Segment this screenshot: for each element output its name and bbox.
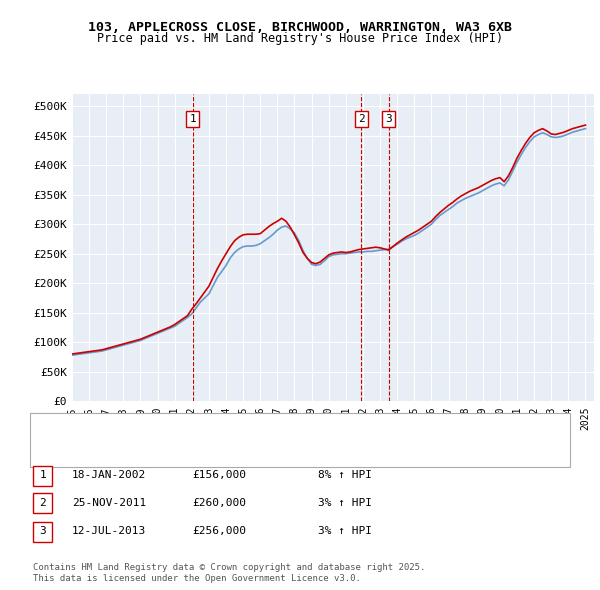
Text: 103, APPLECROSS CLOSE, BIRCHWOOD, WARRINGTON, WA3 6XB: 103, APPLECROSS CLOSE, BIRCHWOOD, WARRIN… (88, 21, 512, 34)
Text: 25-NOV-2011: 25-NOV-2011 (72, 498, 146, 507)
Text: 8% ↑ HPI: 8% ↑ HPI (318, 470, 372, 480)
Text: 3: 3 (385, 114, 392, 124)
Text: £260,000: £260,000 (192, 498, 246, 507)
Text: 1: 1 (39, 470, 46, 480)
Text: Contains HM Land Registry data © Crown copyright and database right 2025.
This d: Contains HM Land Registry data © Crown c… (33, 563, 425, 583)
Text: 3% ↑ HPI: 3% ↑ HPI (318, 498, 372, 507)
Text: 3% ↑ HPI: 3% ↑ HPI (318, 526, 372, 536)
Text: 12-JUL-2013: 12-JUL-2013 (72, 526, 146, 536)
Text: 3: 3 (39, 526, 46, 536)
Text: £156,000: £156,000 (192, 470, 246, 480)
Text: 1: 1 (189, 114, 196, 124)
Text: 18-JAN-2002: 18-JAN-2002 (72, 470, 146, 480)
Text: 103, APPLECROSS CLOSE, BIRCHWOOD, WARRINGTON, WA3 6XB (detached house): 103, APPLECROSS CLOSE, BIRCHWOOD, WARRIN… (78, 415, 515, 425)
Text: HPI: Average price, detached house, Warrington: HPI: Average price, detached house, Warr… (78, 437, 365, 446)
Text: Price paid vs. HM Land Registry's House Price Index (HPI): Price paid vs. HM Land Registry's House … (97, 32, 503, 45)
Text: ———: ——— (45, 414, 67, 427)
Text: ———: ——— (45, 435, 67, 448)
Text: £256,000: £256,000 (192, 526, 246, 536)
Text: 2: 2 (39, 498, 46, 507)
Text: 2: 2 (358, 114, 365, 124)
